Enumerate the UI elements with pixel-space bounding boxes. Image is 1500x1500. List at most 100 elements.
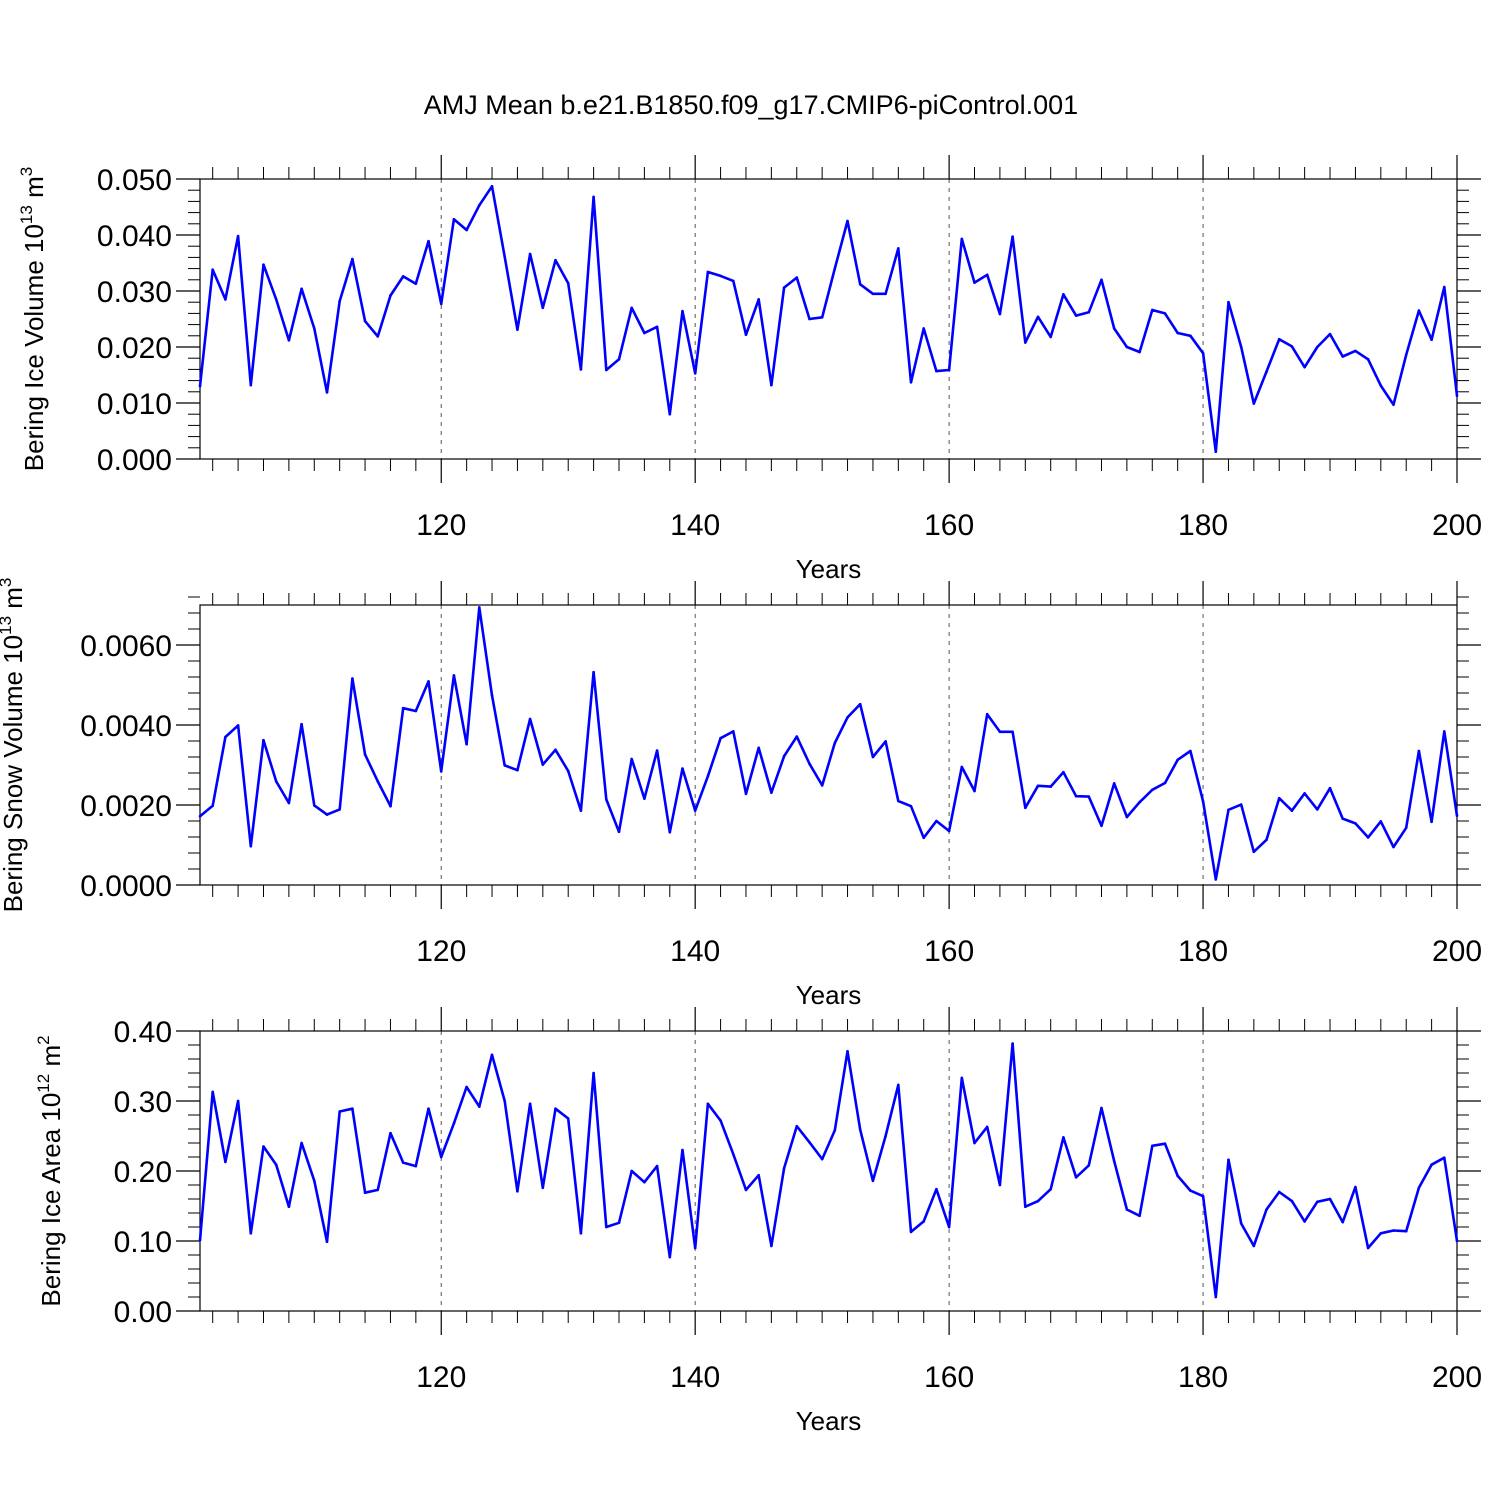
data-point — [1443, 285, 1446, 289]
data-point — [490, 694, 494, 697]
x-axis-label: Years — [796, 1406, 862, 1436]
data-point — [744, 1188, 748, 1192]
data-point — [1138, 1214, 1141, 1218]
data-point — [1036, 1199, 1040, 1203]
data-point — [935, 369, 938, 373]
data-point — [643, 797, 646, 800]
data-point — [249, 1232, 253, 1235]
data-point — [1404, 826, 1408, 830]
x-tick-label: 200 — [1432, 1361, 1482, 1394]
data-point — [351, 677, 354, 680]
data-point — [681, 309, 684, 313]
series-line — [198, 1042, 1459, 1299]
data-point — [693, 1246, 697, 1250]
y-tick-label: 0.050 — [97, 164, 172, 197]
data-point — [427, 1107, 430, 1110]
x-tick-label: 140 — [670, 1361, 720, 1394]
data-point — [1239, 345, 1243, 349]
data-point — [300, 722, 303, 726]
data-point — [922, 836, 926, 840]
data-point — [503, 255, 507, 259]
data-point — [985, 1125, 989, 1129]
data-point — [1163, 1142, 1167, 1145]
data-point — [224, 735, 227, 739]
data-point — [617, 1221, 621, 1225]
data-point — [1049, 785, 1052, 788]
data-point — [1328, 1197, 1332, 1201]
y-tick-label: 0.010 — [97, 388, 172, 421]
data-point — [947, 1225, 951, 1229]
data-point — [211, 804, 214, 808]
data-point — [935, 1187, 938, 1191]
data-point — [439, 770, 443, 773]
data-point — [1049, 1187, 1052, 1191]
data-point — [757, 298, 760, 301]
data-point — [325, 813, 329, 816]
data-point — [579, 1232, 583, 1235]
data-point — [998, 312, 1002, 316]
data-point — [1290, 809, 1294, 812]
data-point — [1430, 338, 1433, 342]
data-point — [1354, 349, 1357, 353]
x-tick-label: 180 — [1178, 1361, 1228, 1394]
data-point — [744, 792, 748, 796]
data-point — [1239, 1222, 1243, 1225]
data-point — [605, 798, 608, 801]
data-point — [224, 1160, 227, 1164]
x-tick-label: 160 — [924, 1361, 974, 1394]
data-point — [1252, 402, 1256, 405]
x-tick-label: 120 — [416, 935, 466, 968]
data-point — [1277, 1190, 1281, 1194]
data-point — [439, 1155, 443, 1159]
data-point — [922, 327, 926, 330]
data-point — [897, 799, 900, 803]
data-point — [503, 764, 507, 767]
data-point — [706, 1102, 710, 1106]
data-point — [566, 769, 570, 773]
data-point — [198, 384, 202, 388]
data-point — [1430, 1163, 1433, 1166]
data-point — [973, 281, 976, 284]
data-point — [338, 299, 341, 303]
data-point — [795, 1124, 799, 1128]
data-point — [985, 273, 989, 277]
data-point — [1316, 1200, 1319, 1204]
chart-panel-3: 0.00 0.10 0.20 0.30 0.40 120 140 160 180 200 Years… — [34, 1007, 1482, 1436]
data-point — [1277, 337, 1281, 341]
data-point — [960, 1076, 964, 1080]
y-tick-label: 0.040 — [97, 220, 172, 253]
data-point — [478, 606, 481, 609]
data-point — [1201, 1194, 1205, 1198]
y-tick-label: 0.020 — [97, 332, 172, 365]
data-point — [617, 830, 621, 834]
data-point — [1379, 1232, 1383, 1235]
data-point — [884, 740, 887, 743]
chart-panel-2: 0.0000 0.0020 0.0040 0.0060 120 140 160 180 200 Y… — [0, 578, 1482, 1010]
data-point — [973, 789, 976, 793]
data-point — [401, 275, 405, 278]
data-point — [439, 302, 443, 306]
data-point — [1189, 749, 1192, 753]
data-point — [858, 282, 862, 286]
data-point — [897, 247, 900, 250]
data-point — [1214, 878, 1218, 881]
data-point — [262, 738, 265, 742]
data-point — [1290, 1199, 1294, 1203]
data-point — [528, 252, 532, 256]
data-point — [1100, 824, 1103, 828]
data-point — [1062, 293, 1065, 296]
data-point — [541, 306, 545, 310]
data-point — [1303, 792, 1306, 795]
data-point — [274, 780, 278, 783]
data-point — [516, 1190, 519, 1193]
data-point — [1011, 1042, 1014, 1045]
data-point — [1341, 1220, 1345, 1224]
data-point — [541, 1186, 545, 1190]
data-point — [909, 804, 913, 808]
data-point — [884, 1134, 887, 1138]
data-point — [198, 814, 202, 818]
data-point — [1430, 820, 1433, 824]
data-point — [1024, 341, 1027, 344]
data-point — [516, 328, 519, 331]
data-point — [960, 765, 964, 769]
